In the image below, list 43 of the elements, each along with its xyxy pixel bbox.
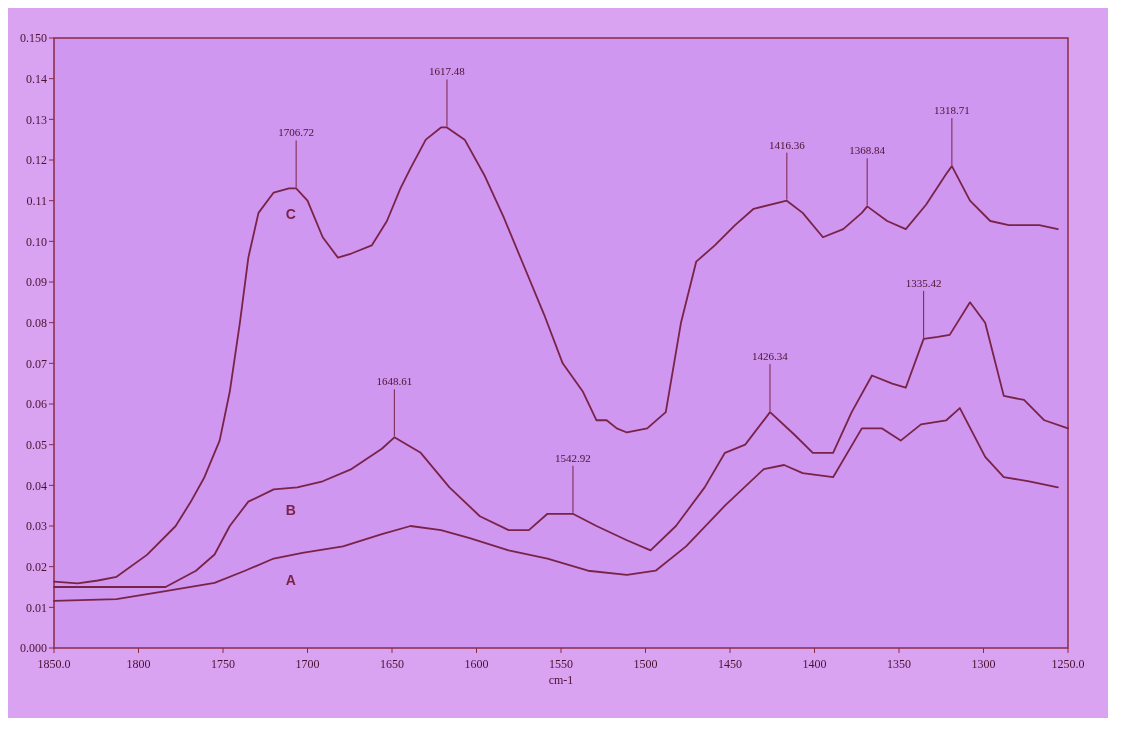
annotation: 1542.92 — [555, 451, 591, 464]
x-tick-label: 1550 — [549, 657, 573, 671]
annotation: 1318.71 — [934, 104, 970, 117]
annotation: 1426.34 — [752, 350, 789, 363]
y-tick-label: 0.03 — [26, 519, 47, 534]
x-tick-label: 1400 — [802, 657, 827, 671]
x-tick-label: 1700 — [295, 657, 320, 671]
y-tick-label: 0.000 — [20, 641, 47, 656]
x-axis-title: cm-1 — [548, 673, 574, 687]
y-tick-label: 0.12 — [26, 153, 47, 168]
y-tick-label: 0.02 — [26, 559, 47, 574]
x-tick-label: 1750 — [211, 657, 235, 671]
x-tick-label: 1850.0 — [37, 657, 71, 671]
annotation: 1706.72 — [278, 126, 315, 139]
annotation: 1416.36 — [768, 138, 806, 151]
y-tick-label: 0.09 — [26, 275, 47, 290]
y-tick-label: 0.14 — [26, 71, 47, 86]
x-tick-label: 1600 — [464, 657, 489, 671]
x-tick-label: 1800 — [126, 657, 151, 671]
y-tick-label: 0.11 — [26, 193, 47, 208]
y-tick-label: 0.13 — [26, 112, 47, 127]
x-tick-label: 1650 — [380, 657, 404, 671]
y-tick-label: 0.05 — [26, 437, 47, 452]
x-tick-label: 1500 — [633, 657, 658, 671]
series-label: C — [285, 205, 296, 222]
y-tick-label: 0.150 — [20, 31, 47, 46]
annotation: 1368.84 — [849, 144, 886, 157]
y-tick-label: 0.06 — [26, 397, 47, 412]
annotation: 1648.61 — [376, 375, 413, 388]
series-label: A — [285, 571, 296, 588]
annotation: 1617.48 — [429, 65, 466, 78]
y-tick-label: 0.07 — [26, 356, 47, 371]
x-tick-label: 1450 — [718, 657, 742, 671]
y-tick-label: 0.04 — [26, 478, 47, 493]
y-tick-label: 0.01 — [26, 600, 47, 615]
annotation: 1335.42 — [905, 276, 942, 289]
y-tick-label: 0.08 — [26, 315, 47, 330]
x-tick-label: 1350 — [887, 657, 911, 671]
series-label: B — [285, 502, 296, 519]
y-tick-label: 0.10 — [26, 234, 47, 249]
x-tick-label: 1250.0 — [1051, 657, 1085, 671]
x-tick-label: 1300 — [971, 657, 996, 671]
line-series — [53, 407, 1059, 602]
